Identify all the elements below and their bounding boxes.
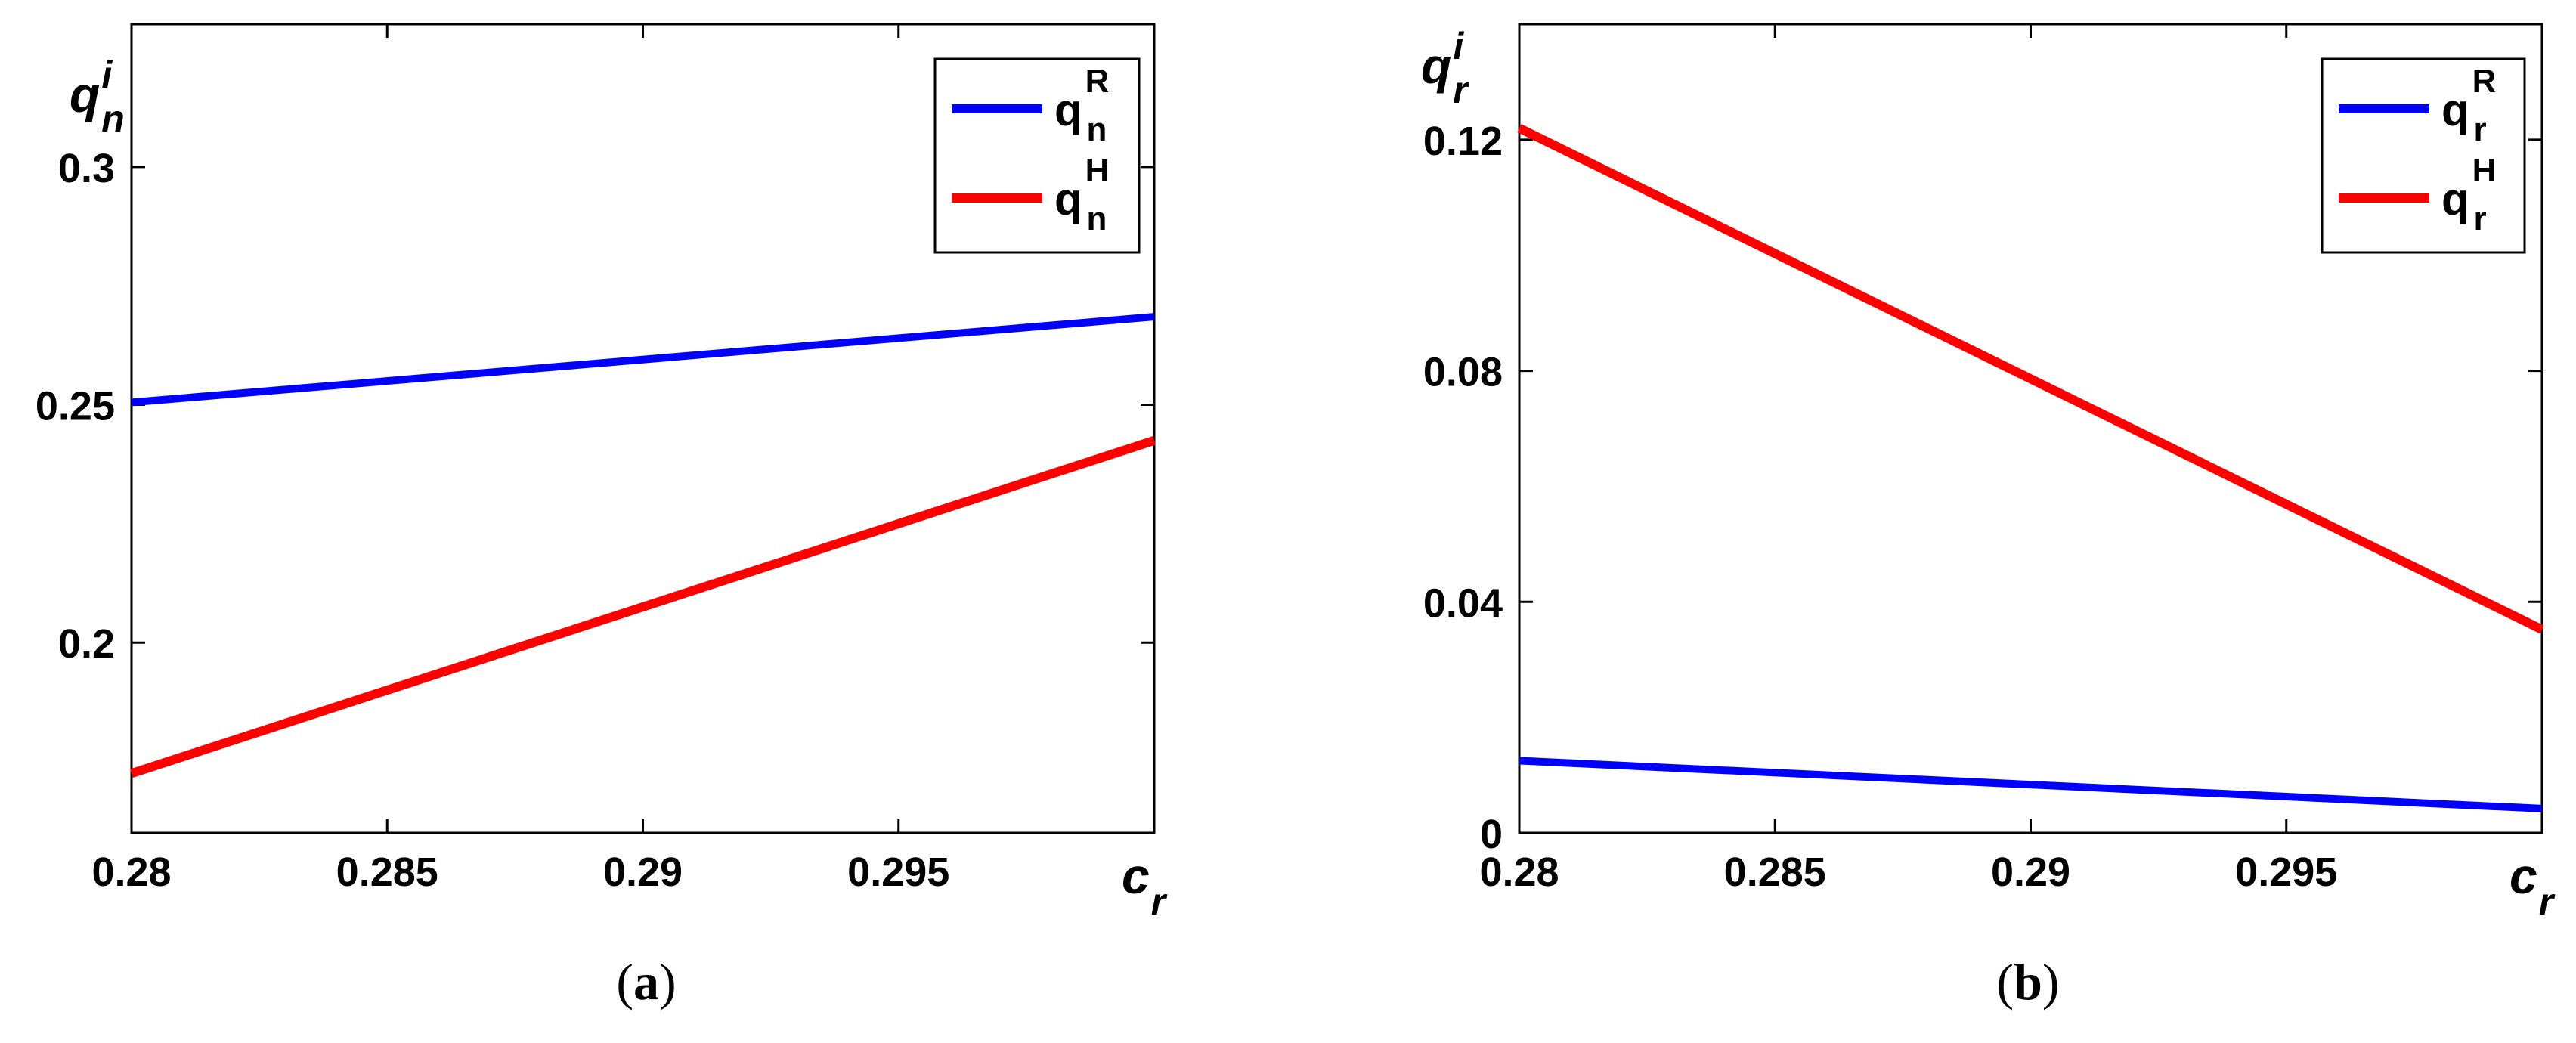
y-tick-label: 0.25 <box>36 384 115 429</box>
panel-label-open: ( <box>1996 953 2014 1011</box>
y-axis-label-base: q <box>70 67 100 122</box>
y-axis-label-sup: i <box>1453 25 1464 67</box>
legend-entry-sub: n <box>1086 200 1107 237</box>
y-axis-label: qi n <box>70 54 125 140</box>
y-axis-label: qi r <box>1421 25 1469 111</box>
panel-label-letter: a <box>633 953 659 1011</box>
x-tick-label: 0.285 <box>336 850 438 895</box>
y-tick-label: 0.04 <box>1423 580 1503 626</box>
y-tick-label: 0.08 <box>1423 350 1503 395</box>
x-tick-label: 0.28 <box>91 850 171 895</box>
legend-box <box>2321 57 2526 254</box>
panel-label: (a) <box>616 953 676 1011</box>
legend-entry-sub: r <box>2473 111 2486 148</box>
x-tick-label: 0.29 <box>1991 850 2070 895</box>
x-tick-label: 0.29 <box>603 850 683 895</box>
y-tick-label: 0.12 <box>1423 119 1503 164</box>
x-axis-label: cr <box>2509 848 2556 923</box>
y-axis-label-sub: r <box>1453 69 1469 111</box>
legend-entry-base: q <box>1054 85 1082 135</box>
legend-entry-sup: R <box>2472 63 2497 100</box>
series-line-H <box>1517 124 2544 634</box>
panel-label: (b) <box>1996 953 2059 1011</box>
x-axis-label-base: c <box>2509 848 2537 904</box>
series-line-H <box>130 436 1156 778</box>
panel-label-close: ) <box>659 953 677 1011</box>
legend-entry-base: q <box>2441 174 2469 224</box>
x-tick-label: 0.295 <box>847 850 949 895</box>
legend: qR nqH n <box>933 57 1141 254</box>
legend-entry-sub: r <box>2473 200 2486 237</box>
legend-entry-base: q <box>1054 174 1082 224</box>
x-axis-label-sub: r <box>2539 881 2556 923</box>
legend: qR rqH r <box>2321 57 2526 254</box>
y-tick-label: 0 <box>1480 812 1503 857</box>
legend-entry-base: q <box>2441 85 2469 135</box>
x-axis-label-base: c <box>1122 848 1150 904</box>
y-axis-label-base: q <box>1421 38 1451 94</box>
legend-entry-H: qH r <box>2441 152 2496 237</box>
y-axis-label-sup: i <box>101 54 113 96</box>
legend-entry-R: qR n <box>1054 63 1109 148</box>
y-tick-label: 0.2 <box>58 621 115 667</box>
legend-entry-H: qH n <box>1054 152 1109 237</box>
x-axis-label-sub: r <box>1151 881 1168 923</box>
y-axis-label-sub: n <box>101 97 125 140</box>
x-axis-label: cr <box>1122 848 1168 923</box>
series-line-R <box>1519 757 2543 812</box>
panel-label-open: ( <box>616 953 633 1011</box>
panel-label-close: ) <box>2042 953 2060 1011</box>
x-tick-label: 0.28 <box>1479 850 1559 895</box>
x-tick-label: 0.285 <box>1724 850 1826 895</box>
legend-entry-sup: R <box>1085 63 1110 100</box>
legend-box <box>933 57 1141 254</box>
y-tick-label: 0.3 <box>58 146 115 191</box>
legend-entry-sup: H <box>2472 152 2497 189</box>
legend-entry-R: qR r <box>2441 63 2496 148</box>
x-tick-label: 0.295 <box>2235 850 2337 895</box>
legend-entry-sup: H <box>1085 152 1110 189</box>
series-line-R <box>131 313 1155 407</box>
legend-entry-sub: n <box>1086 111 1107 148</box>
panel-label-letter: b <box>2014 953 2042 1011</box>
